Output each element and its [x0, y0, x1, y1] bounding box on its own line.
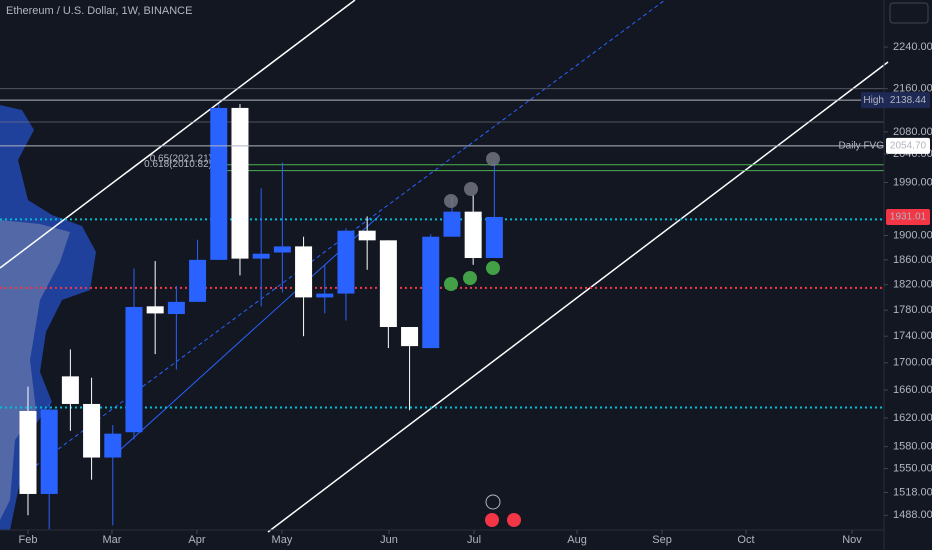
- price-tag-text: Daily FVG: [838, 141, 884, 152]
- chart-title: Ethereum / U.S. Dollar, 1W, BINANCE: [6, 5, 192, 17]
- trend-line: [0, 0, 356, 269]
- y-tick-label: 1740.00: [893, 330, 932, 342]
- y-tick-label: 1900.00: [893, 229, 932, 241]
- candle-body: [40, 409, 58, 494]
- candle-body: [337, 230, 355, 294]
- y-tick-label: 1820.00: [893, 279, 932, 291]
- candle-body: [189, 259, 207, 302]
- marker: [486, 152, 500, 166]
- fib-label: 0.65(2021.21): [150, 153, 212, 164]
- event-icon: [507, 513, 521, 527]
- price-tag-value: 2054.70: [890, 141, 927, 152]
- candle-body: [210, 107, 228, 260]
- candle-body: [125, 306, 143, 433]
- event-icon: [485, 494, 501, 510]
- candle-body: [401, 327, 419, 347]
- x-tick-label: Jul: [467, 534, 481, 546]
- settings-button[interactable]: [889, 2, 929, 24]
- fib-label: 0.618(2010.82): [144, 159, 212, 170]
- candle-body: [146, 306, 164, 314]
- candle-body: [19, 410, 37, 494]
- y-tick-label: 2080.00: [893, 126, 932, 138]
- candle-body: [61, 376, 79, 404]
- marker: [464, 182, 478, 196]
- x-tick-label: Oct: [737, 534, 754, 546]
- x-tick-label: May: [272, 534, 293, 546]
- y-tick-label: 1620.00: [893, 412, 932, 424]
- price-tag-value: 1931.01: [890, 212, 927, 223]
- y-tick-label: 1990.00: [893, 176, 932, 188]
- marker: [444, 277, 458, 291]
- x-tick-label: Jun: [380, 534, 398, 546]
- trend-line: [267, 61, 889, 533]
- candle-body: [379, 240, 397, 328]
- marker: [486, 261, 500, 275]
- candle-body: [485, 216, 503, 259]
- y-tick-label: 1518.00: [893, 486, 932, 498]
- candle-body: [252, 253, 270, 259]
- candle-body: [104, 433, 122, 458]
- x-tick-label: Feb: [18, 534, 37, 546]
- trend-line: [119, 214, 381, 451]
- y-tick-label: 1660.00: [893, 384, 932, 396]
- y-tick-label: 1780.00: [893, 304, 932, 316]
- price-tag-text: High: [863, 95, 884, 106]
- price-tag-value: 2138.44: [890, 95, 927, 106]
- y-tick-label: 1700.00: [893, 357, 932, 369]
- x-tick-label: Apr: [188, 534, 205, 546]
- candle-body: [273, 246, 291, 253]
- candle-body: [167, 301, 185, 315]
- y-tick-label: 2160.00: [893, 83, 932, 95]
- y-tick-label: 1860.00: [893, 254, 932, 266]
- x-tick-label: Nov: [842, 534, 862, 546]
- marker: [463, 271, 477, 285]
- plot: 0.65(2021.21)0.618(2010.82): [0, 88, 884, 530]
- candle-body: [231, 107, 249, 259]
- candle-body: [422, 236, 440, 349]
- y-tick-label: 1580.00: [893, 441, 932, 453]
- candle-body: [316, 293, 334, 298]
- candle-body: [295, 246, 313, 298]
- price-tag: [886, 208, 930, 225]
- y-tick-label: 1488.00: [893, 509, 932, 521]
- price-tag: [861, 92, 888, 109]
- candle-body: [464, 211, 482, 259]
- candle-body: [358, 230, 376, 241]
- x-tick-label: Sep: [652, 534, 672, 546]
- candle-body: [83, 403, 101, 458]
- x-tick-label: Mar: [102, 534, 121, 546]
- price-tag: [886, 92, 930, 109]
- y-tick-label: 1550.00: [893, 462, 932, 474]
- volume-profile: [0, 220, 70, 520]
- candle-body: [443, 211, 461, 237]
- price-tag: [886, 137, 930, 154]
- x-tick-label: Aug: [567, 534, 587, 546]
- marker: [444, 194, 458, 208]
- y-tick-label: 2240.00: [893, 41, 932, 53]
- event-icon: [485, 513, 499, 527]
